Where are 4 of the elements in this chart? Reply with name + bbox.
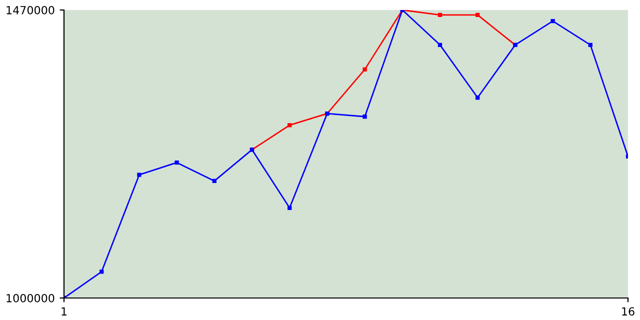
y-tick-label: 1470000 bbox=[6, 6, 54, 14]
x-tick-label: 1 bbox=[62, 307, 67, 316]
x-tick-label: 16 bbox=[622, 307, 634, 316]
y-tick-label: 1000000 bbox=[6, 294, 54, 302]
